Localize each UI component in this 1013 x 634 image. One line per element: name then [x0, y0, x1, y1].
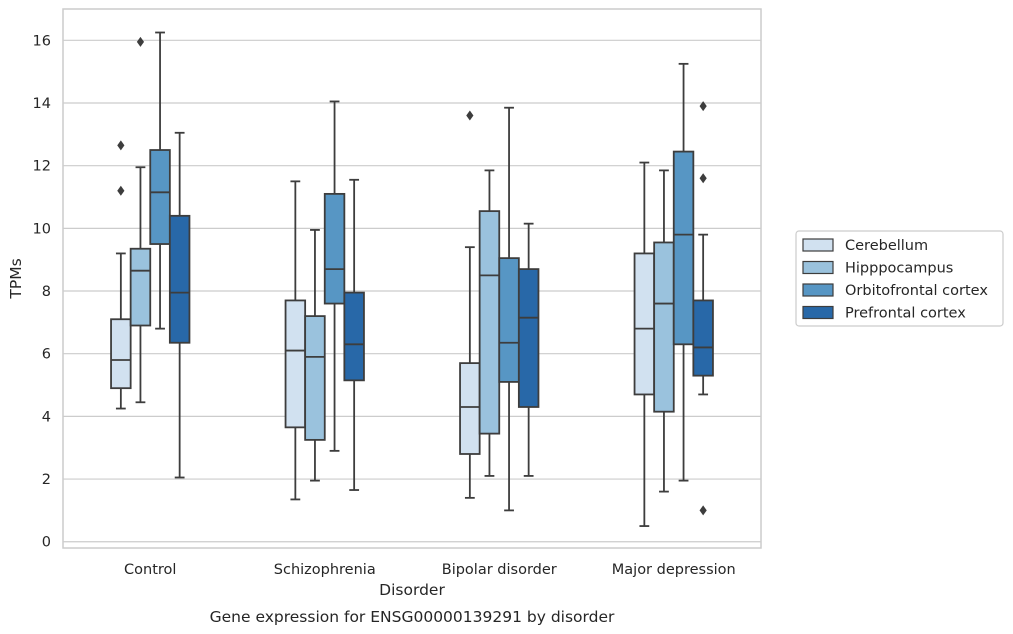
box-iqr: [692, 299, 714, 377]
box-iqr: [517, 268, 540, 408]
y-tick-labels: 0 2 4 6 8 10 12 14 16: [33, 33, 51, 550]
box-iqr: [168, 214, 191, 344]
box-iqr: [284, 299, 307, 429]
box-iqr: [110, 318, 132, 390]
legend-label: Orbitofrontal cortex: [845, 283, 988, 299]
legend-swatch: [802, 283, 834, 297]
box-3-0: [168, 131, 191, 479]
box-0-2: [459, 110, 481, 499]
y-tick-label: 10: [33, 221, 51, 237]
y-tick-label: 4: [42, 409, 51, 425]
box-0-1: [284, 180, 307, 501]
box-2-3: [672, 62, 695, 482]
legend-label: Cerebellum: [845, 238, 928, 254]
y-tick-label: 8: [42, 284, 51, 300]
y-tick-label: 2: [42, 472, 51, 488]
box-iqr: [633, 252, 656, 396]
legend-label: Hipppocampus: [845, 261, 953, 277]
box-2-0: [149, 31, 171, 330]
box-0-0: [110, 140, 132, 410]
legend: Cerebellum Hipppocampus Orbitofrontal cort…: [795, 230, 1004, 327]
outlier-marker: [117, 140, 125, 151]
box-iqr: [343, 291, 365, 382]
box-iqr: [149, 149, 171, 245]
box-iqr: [478, 210, 501, 435]
y-tick-label: 12: [33, 159, 51, 175]
y-tick-label: 6: [42, 347, 51, 363]
outlier-marker: [699, 173, 707, 184]
legend-frame: [795, 230, 1004, 327]
legend-swatch: [802, 260, 834, 275]
box-3-3: [692, 101, 714, 516]
outlier-marker: [136, 36, 145, 47]
box-3-1: [343, 178, 365, 491]
legend-label: Prefrontal cortex: [845, 306, 966, 322]
legend-swatch: [802, 238, 834, 252]
box-iqr: [459, 362, 481, 455]
plot-frame: [62, 8, 762, 549]
box-1-0: [129, 36, 152, 404]
y-tick-label: 0: [42, 535, 51, 551]
box-iqr: [323, 192, 346, 305]
box-iqr: [653, 241, 675, 413]
box-1-2: [478, 169, 501, 477]
box-iqr: [304, 315, 326, 441]
box-iqr: [129, 247, 152, 327]
box-0-3: [633, 161, 656, 527]
outlier-marker: [699, 505, 707, 516]
x-tick-label: Control: [124, 562, 176, 578]
box-1-1: [304, 229, 326, 482]
box-iqr: [498, 257, 520, 383]
x-tick-label: Major depression: [612, 562, 736, 578]
box-2-2: [498, 106, 520, 512]
x-axis-label: Disorder: [379, 581, 445, 599]
outlier-marker: [466, 110, 474, 121]
x-tick-labels: Control Schizophrenia Bipolar disorder Majo…: [124, 562, 736, 578]
y-axis-label: TPMs: [7, 258, 25, 299]
outlier-marker: [699, 101, 707, 112]
y-tick-label: 16: [33, 33, 51, 49]
y-tick-label: 14: [33, 96, 51, 112]
boxes: [110, 31, 714, 527]
box-1-3: [653, 169, 675, 493]
box-2-1: [323, 100, 346, 452]
outlier-marker: [117, 185, 125, 196]
x-tick-label: Bipolar disorder: [442, 562, 557, 578]
legend-swatch: [802, 305, 834, 320]
box-iqr: [672, 150, 695, 346]
x-tick-label: Schizophrenia: [274, 562, 376, 578]
box-3-2: [517, 222, 540, 477]
chart-caption: Gene expression for ENSG00000139291 by d…: [210, 608, 615, 626]
